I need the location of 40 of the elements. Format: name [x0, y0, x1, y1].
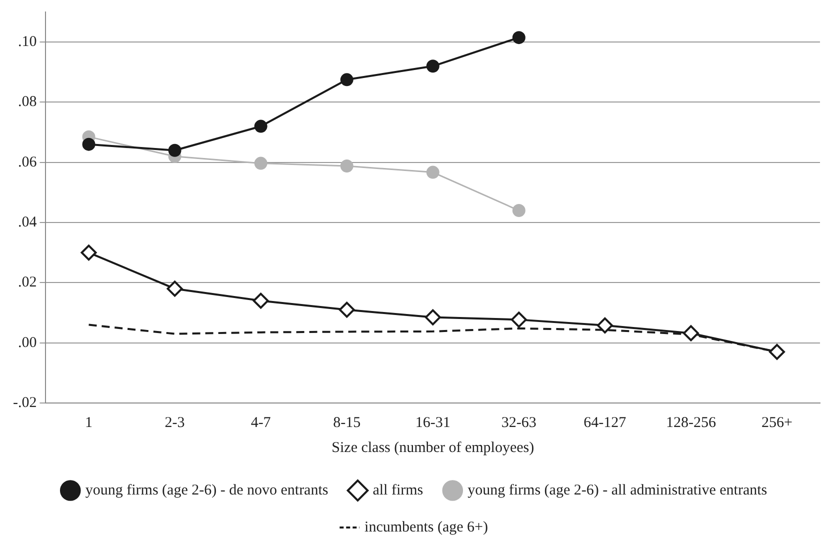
y-tick-label: .06	[18, 154, 38, 170]
point	[512, 204, 526, 218]
point	[768, 344, 785, 360]
point	[340, 73, 354, 86]
point	[338, 302, 355, 318]
point	[596, 317, 613, 334]
point	[512, 31, 526, 44]
point	[510, 312, 527, 328]
x-axis-title: Size class (number of employees)	[332, 440, 534, 456]
point	[426, 166, 440, 179]
y-tick-label: .00	[18, 334, 37, 351]
y-tick-label: .04	[18, 214, 38, 230]
point	[252, 292, 269, 309]
y-tick-label: .08	[18, 94, 37, 110]
x-tick-label: 64-127	[584, 414, 627, 431]
x-tick-label: 256+	[762, 414, 792, 431]
y-tick-label: .02	[18, 274, 37, 291]
x-tick-label: 16-31	[415, 414, 450, 431]
x-tick-label: 4-7	[250, 414, 272, 431]
point	[340, 159, 354, 172]
point	[168, 144, 182, 157]
y-tick-label: -.02	[12, 394, 37, 411]
legend-label: young firms (age 2-6) - de novo entrants	[85, 482, 328, 498]
point	[682, 325, 699, 342]
point	[166, 280, 183, 297]
x-tick-label: 1	[85, 414, 93, 431]
point	[82, 138, 96, 151]
point	[80, 244, 97, 261]
point	[254, 156, 268, 170]
point	[254, 120, 268, 133]
legend-label: incumbents (age 6+)	[364, 519, 488, 536]
point	[426, 60, 440, 73]
legend-label: young firms (age 2-6) - all administrative entrants	[468, 482, 768, 498]
legend-label: all firms	[372, 482, 424, 498]
x-tick-label: 8-15	[333, 414, 361, 431]
x-tick-label: 2-3	[164, 414, 185, 431]
x-tick-label: 128-256	[666, 414, 716, 431]
y-tick-label: .10	[18, 34, 37, 50]
point	[424, 309, 441, 326]
x-tick-label: 32-63	[501, 414, 536, 431]
